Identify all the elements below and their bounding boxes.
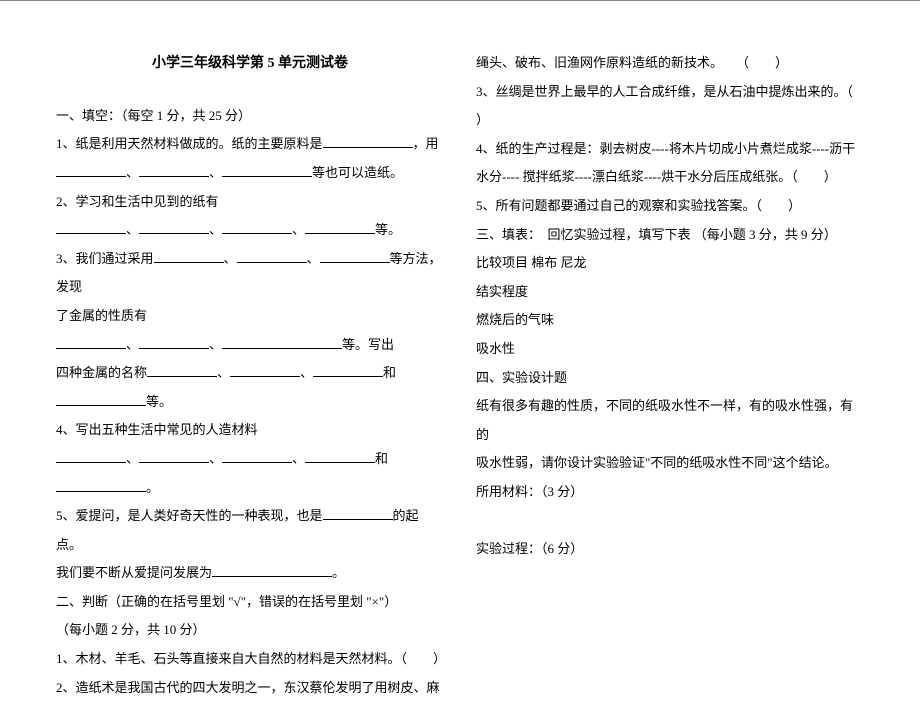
blank (139, 449, 209, 463)
blank (139, 335, 209, 349)
sec4-b: 吸水性弱，请你设计实验验证"不同的纸吸水性不同"这个结论。 (476, 449, 864, 478)
section-3-head: 三、填表： 回忆实验过程，填写下表 （每小题 3 分，共 9 分） (476, 221, 864, 250)
q1-line2: 、 、 等也可以造纸。 (56, 159, 444, 188)
t: 、 (126, 337, 139, 352)
t: 等。 (146, 394, 172, 409)
j4b: 水分---- 搅拌纸浆----漂白纸浆----烘干水分后压成纸张。（ ） (476, 163, 864, 192)
blank (56, 220, 126, 234)
section-4-head: 四、实验设计题 (476, 364, 864, 393)
q4-line3: 。 (56, 474, 444, 503)
q4-line1: 4、写出五种生活中常见的人造材料 (56, 416, 444, 445)
t: 、 (224, 251, 237, 266)
table-head: 比较项目 棉布 尼龙 (476, 249, 864, 278)
t: 等。写出 (342, 337, 394, 352)
q2-line2: 、 、 、 等。 (56, 216, 444, 245)
table-row-1: 结实程度 (476, 278, 864, 307)
blank (313, 363, 383, 377)
blank (56, 335, 126, 349)
left-column: 小学三年级科学第 5 单元测试卷 一、填空：（每空 1 分，共 25 分） 1、… (56, 49, 444, 631)
sec4-c: 所用材料：（3 分） (476, 478, 864, 507)
t: 、 (126, 451, 139, 466)
blank (222, 335, 342, 349)
t: 、 (209, 451, 222, 466)
q1-text-b: ，用 (413, 136, 439, 151)
t: 5、爱提问，是人类好奇天性的一种表现，也是 (56, 508, 323, 523)
q5-line1: 5、爱提问，是人类好奇天性的一种表现，也是的起点。 (56, 502, 444, 559)
q1-text-a: 1、纸是利用天然材料做成的。纸的主要原料是 (56, 136, 323, 151)
q3-line5: 等。 (56, 388, 444, 417)
spacer (476, 507, 864, 535)
q2-line1: 2、学习和生活中见到的纸有 (56, 188, 444, 217)
t: 、 (292, 451, 305, 466)
table-row-2: 燃烧后的气味 (476, 306, 864, 335)
page: 小学三年级科学第 5 单元测试卷 一、填空：（每空 1 分，共 25 分） 1、… (0, 0, 920, 651)
blank (323, 134, 413, 148)
j2: 2、造纸术是我国古代的四大发明之一，东汉蔡伦发明了用树皮、麻 (56, 674, 444, 702)
t: 、 (292, 222, 305, 237)
t: 、 (307, 251, 320, 266)
doc-title: 小学三年级科学第 5 单元测试卷 (56, 49, 444, 80)
blank (212, 563, 332, 577)
j3b: ） (476, 106, 864, 135)
q3-line4: 四种金属的名称 、 、 和 (56, 359, 444, 388)
section-2-sub: （每小题 2 分，共 10 分） (56, 616, 444, 645)
t: 和 (383, 365, 396, 380)
blank (230, 363, 300, 377)
q4-line2: 、 、 、 和 (56, 445, 444, 474)
q1-line1: 1、纸是利用天然材料做成的。纸的主要原料是 ，用 (56, 130, 444, 159)
blank (56, 449, 126, 463)
t: 3、我们通过采用 (56, 251, 154, 266)
blank (139, 220, 209, 234)
sec4-a: 纸有很多有趣的性质，不同的纸吸水性不一样，有的吸水性强，有的 (476, 392, 864, 449)
table-row-3: 吸水性 (476, 335, 864, 364)
right-column: 绳头、破布、旧渔网作原料造纸的新技术。 （ ） 3、丝绸是世界上最早的人工合成纤… (476, 49, 864, 631)
section-1-head: 一、填空：（每空 1 分，共 25 分） (56, 102, 444, 131)
blank (154, 249, 224, 263)
j5: 5、所有问题都要通过自己的观察和实验找答案。（ ） (476, 192, 864, 221)
blank (222, 449, 292, 463)
blank (139, 163, 209, 177)
t: 、 (217, 365, 230, 380)
blank (56, 478, 146, 492)
q3-line1: 3、我们通过采用、、等方法，发现 (56, 245, 444, 302)
blank (222, 220, 292, 234)
t: 等也可以造纸。 (312, 165, 403, 180)
blank (237, 249, 307, 263)
q3-line3: 、 、 等。写出 (56, 331, 444, 360)
j4: 4、纸的生产过程是：剥去树皮----将木片切成小片煮烂成浆----沥干 (476, 135, 864, 164)
j3: 3、丝绸是世界上最早的人工合成纤维，是从石油中提炼出来的。（ (476, 78, 864, 107)
t: 、 (300, 365, 313, 380)
j1: 1、木材、羊毛、石头等直接来自大自然的材料是天然材料。（ ） (56, 645, 444, 674)
blank (323, 506, 393, 520)
blank (56, 392, 146, 406)
j2-cont: 绳头、破布、旧渔网作原料造纸的新技术。 （ ） (476, 49, 864, 78)
t: 。 (146, 480, 159, 495)
blank (222, 163, 312, 177)
t: 四种金属的名称 (56, 365, 147, 380)
sec4-d: 实验过程：（6 分） (476, 535, 864, 564)
q3-line2: 了金属的性质有 (56, 302, 444, 331)
blank (147, 363, 217, 377)
q5-line2: 我们要不断从爱提问发展为 。 (56, 559, 444, 588)
t: 、 (209, 222, 222, 237)
t: 、 (126, 165, 139, 180)
t: 等。 (375, 222, 401, 237)
t: 、 (209, 165, 222, 180)
blank (56, 163, 126, 177)
t: 、 (126, 222, 139, 237)
t: 我们要不断从爱提问发展为 (56, 565, 212, 580)
t: 和 (375, 451, 388, 466)
t: 。 (332, 565, 345, 580)
t: 、 (209, 337, 222, 352)
blank (320, 249, 390, 263)
blank (305, 220, 375, 234)
blank (305, 449, 375, 463)
section-2-head: 二、判断（正确的在括号里划 "√"，错误的在括号里划 "×"） (56, 588, 444, 617)
